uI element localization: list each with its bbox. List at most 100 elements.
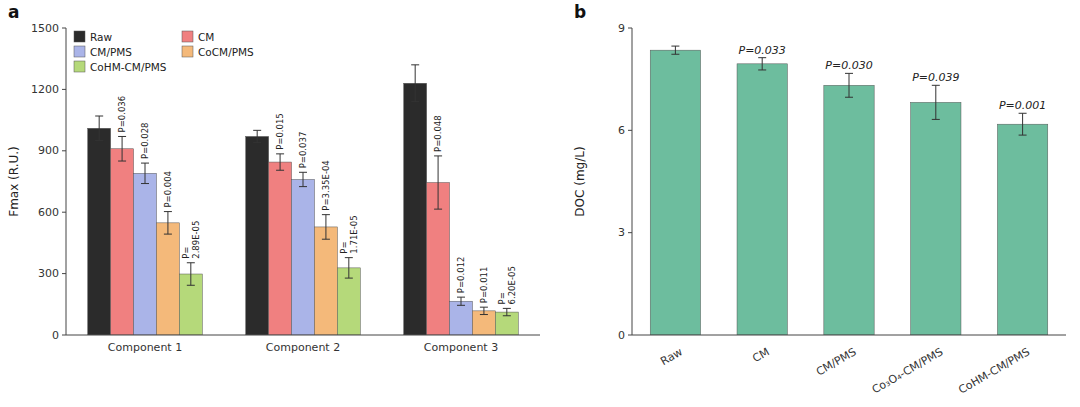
panel-label: b xyxy=(574,2,586,22)
y-tick xyxy=(628,335,632,336)
p-value-group: P=0.048 xyxy=(433,115,443,152)
bar xyxy=(111,149,134,335)
error-bar xyxy=(932,85,940,119)
error-bar xyxy=(299,172,307,186)
p-value-group: P=3.35E-04 xyxy=(321,160,331,210)
y-tick-label: 300 xyxy=(38,267,59,280)
error-bar xyxy=(164,212,172,235)
bar xyxy=(997,124,1047,335)
y-tick-label: 0 xyxy=(52,329,59,342)
bar xyxy=(269,162,292,335)
legend-label: CoHM-CM/PMS xyxy=(90,61,167,73)
legend-swatch xyxy=(74,61,85,72)
error-bar xyxy=(345,258,353,278)
plot-area xyxy=(88,65,519,335)
p-value-line: P=0.012 xyxy=(456,257,466,294)
bar xyxy=(911,102,961,335)
p-value-line: P=0.028 xyxy=(140,122,150,159)
y-tick xyxy=(62,89,66,90)
x-axis xyxy=(66,335,540,336)
bar xyxy=(404,83,427,335)
error-bar xyxy=(1019,113,1027,135)
y-tick xyxy=(62,273,66,274)
legend-label: CM/PMS xyxy=(90,46,132,58)
legend: Raw CM CM/PMS CoCM/PMS CoHM-CM/PMS xyxy=(74,31,254,73)
y-tick-label: 1200 xyxy=(31,83,59,96)
panel: P=0.033P=0.030P=0.039P=0.0010369RawCMCM/… xyxy=(573,2,1066,397)
y-tick-label: 900 xyxy=(38,144,59,157)
p-value-line: P=3.35E-04 xyxy=(321,160,331,210)
legend-label: Raw xyxy=(90,31,112,43)
y-tick-label: 1500 xyxy=(31,22,59,35)
y-tick-label: 6 xyxy=(618,124,625,137)
bar xyxy=(737,64,787,335)
legend-swatch xyxy=(182,46,193,57)
bar xyxy=(824,85,874,335)
bar xyxy=(450,301,473,335)
p-value: P=0.037 xyxy=(298,132,308,169)
y-tick xyxy=(62,335,66,336)
bar xyxy=(292,179,315,335)
p-value-group: P=0.037 xyxy=(298,132,308,169)
p-value-line: P=0.030 xyxy=(825,59,872,72)
error-bar xyxy=(671,46,679,54)
error-bar xyxy=(253,130,261,142)
p-value: P=0.030 xyxy=(825,59,872,72)
p-value: P=2.89E-05 xyxy=(181,221,201,259)
p-value: P=0.001 xyxy=(999,99,1046,112)
error-bar xyxy=(141,163,149,183)
p-value-line: P=0.015 xyxy=(275,113,285,150)
legend-label: CoCM/PMS xyxy=(198,46,254,58)
p-value-line: P= xyxy=(339,241,349,253)
p-value-group: P=1.71E-05 xyxy=(339,215,359,253)
p-value-group: P=0.012 xyxy=(456,257,466,294)
bar xyxy=(314,227,337,335)
error-bar xyxy=(276,154,284,170)
plot-area xyxy=(650,46,1048,335)
p-value-group: P=0.004 xyxy=(163,171,173,208)
p-value-line: P= xyxy=(181,247,191,259)
x-tick-label: Component 2 xyxy=(266,341,340,354)
annotations: P=0.033 P=0.030 P=0.039 P=0.001 xyxy=(739,44,1047,113)
legend-swatch xyxy=(182,31,193,42)
p-value: P=0.028 xyxy=(140,122,150,159)
p-value-line: P=0.048 xyxy=(433,115,443,152)
y-tick-label: 0 xyxy=(618,329,625,342)
legend-label: CM xyxy=(198,31,214,43)
legend-swatch xyxy=(74,31,85,42)
y-tick xyxy=(62,212,66,213)
p-value: P=1.71E-05 xyxy=(339,215,359,253)
x-tick-label: Raw xyxy=(658,345,685,368)
y-tick-label: 3 xyxy=(618,226,625,239)
p-value-line: P=0.011 xyxy=(479,267,489,304)
error-bar xyxy=(434,156,442,209)
bar xyxy=(246,136,269,335)
p-value: P=0.039 xyxy=(912,71,959,84)
p-value: P=0.015 xyxy=(275,113,285,150)
legend-swatch xyxy=(74,46,85,57)
p-value-line: P=0.039 xyxy=(912,71,959,84)
figure: P=0.036 P=0.015 P=0.048 P=0.028 P=0.037 P=0.0… xyxy=(0,0,1080,407)
x-tick-label: Component 3 xyxy=(424,341,498,354)
error-bar xyxy=(457,297,465,305)
p-value: P=0.011 xyxy=(479,267,489,304)
p-value-line: 2.89E-05 xyxy=(191,221,201,259)
p-value-line: P=0.004 xyxy=(163,171,173,208)
p-value: P=3.35E-04 xyxy=(321,160,331,210)
x-tick-label: CM/PMS xyxy=(814,345,859,378)
y-tick xyxy=(628,28,632,29)
p-value: P=0.036 xyxy=(117,96,127,133)
error-bar xyxy=(503,308,511,315)
error-bar xyxy=(118,136,126,161)
y-axis xyxy=(66,28,67,335)
bar xyxy=(156,223,179,335)
p-value: P=0.033 xyxy=(739,44,786,57)
bar xyxy=(650,50,700,335)
y-tick xyxy=(628,232,632,233)
error-bar xyxy=(758,58,766,70)
p-value-group: P=6.20E-05 xyxy=(497,266,517,304)
y-tick-label: 9 xyxy=(618,22,625,35)
bar xyxy=(88,128,111,335)
p-value: P=0.012 xyxy=(456,257,466,294)
y-axis-label: DOC (mg/L) xyxy=(573,146,587,216)
